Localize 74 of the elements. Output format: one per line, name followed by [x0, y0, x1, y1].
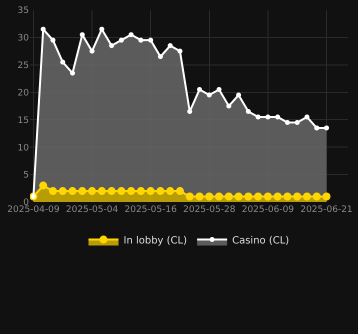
point	[324, 125, 330, 130]
point	[224, 192, 233, 201]
point	[314, 125, 320, 130]
point	[176, 187, 184, 196]
point	[108, 187, 116, 196]
point	[117, 187, 126, 196]
x-tick-label: 2025-06-21	[300, 205, 353, 215]
point	[275, 114, 280, 120]
point	[216, 87, 222, 92]
point	[256, 114, 261, 120]
point	[215, 192, 224, 201]
point	[50, 38, 56, 43]
point	[136, 187, 145, 196]
point	[196, 192, 204, 201]
point	[166, 187, 174, 196]
point	[148, 38, 154, 43]
x-tick-label: 2025-05-16	[124, 205, 178, 215]
point	[127, 187, 136, 196]
point	[128, 32, 134, 38]
point	[60, 60, 66, 65]
point	[197, 87, 202, 92]
point	[58, 187, 67, 196]
point	[40, 26, 46, 32]
point	[90, 48, 95, 54]
point	[293, 192, 302, 201]
point	[48, 187, 57, 196]
point	[294, 120, 300, 125]
point	[322, 192, 331, 201]
point	[39, 182, 48, 190]
point	[283, 192, 292, 201]
point	[312, 192, 321, 201]
point	[78, 187, 86, 196]
point	[186, 192, 194, 201]
point	[226, 104, 232, 108]
point	[274, 192, 282, 201]
point	[236, 92, 242, 98]
point	[264, 192, 272, 201]
point	[302, 192, 311, 201]
point	[177, 48, 182, 54]
y-tick-label: 15	[18, 116, 29, 126]
point	[246, 108, 251, 114]
point	[118, 38, 124, 43]
point	[109, 43, 114, 48]
x-tick-label: 2025-05-04	[66, 205, 118, 215]
point	[244, 192, 252, 201]
point	[205, 192, 214, 201]
point	[80, 32, 85, 38]
y-tick-label: 20	[18, 88, 30, 98]
point	[254, 192, 262, 201]
point	[70, 70, 75, 76]
point	[99, 26, 104, 32]
point	[146, 187, 155, 196]
point	[187, 108, 192, 114]
point	[206, 92, 212, 98]
point	[168, 43, 173, 48]
point	[304, 114, 310, 120]
point	[68, 187, 76, 196]
legend-label: Casino (CL)	[232, 235, 290, 246]
point	[138, 38, 144, 43]
point	[234, 192, 243, 201]
point	[98, 187, 106, 196]
y-tick-label: 30	[18, 34, 30, 44]
y-tick-label: 25	[18, 61, 29, 72]
point	[88, 187, 96, 196]
legend-label: In lobby (CL)	[124, 235, 188, 246]
y-tick-label: 35	[18, 6, 29, 16]
point	[156, 187, 164, 196]
point	[158, 54, 163, 60]
y-tick-label: 5	[23, 170, 29, 181]
x-tick-label: 2025-05-28	[183, 205, 236, 215]
x-tick-label: 2025-06-09	[242, 205, 294, 215]
point	[265, 114, 270, 120]
point	[284, 120, 290, 125]
y-tick-label: 10	[18, 143, 30, 154]
